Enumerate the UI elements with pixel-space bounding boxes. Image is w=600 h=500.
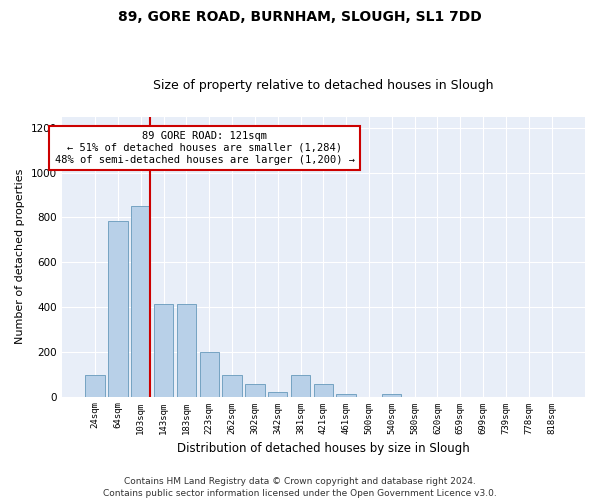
Bar bbox=[154, 304, 173, 396]
Bar bbox=[177, 304, 196, 396]
Bar bbox=[382, 394, 401, 396]
Y-axis label: Number of detached properties: Number of detached properties bbox=[15, 169, 25, 344]
Bar bbox=[245, 384, 265, 396]
X-axis label: Distribution of detached houses by size in Slough: Distribution of detached houses by size … bbox=[177, 442, 470, 455]
Bar bbox=[108, 221, 128, 396]
Bar bbox=[337, 394, 356, 396]
Bar bbox=[200, 352, 219, 397]
Text: 89, GORE ROAD, BURNHAM, SLOUGH, SL1 7DD: 89, GORE ROAD, BURNHAM, SLOUGH, SL1 7DD bbox=[118, 10, 482, 24]
Bar bbox=[268, 392, 287, 396]
Bar bbox=[291, 376, 310, 396]
Text: 89 GORE ROAD: 121sqm
← 51% of detached houses are smaller (1,284)
48% of semi-de: 89 GORE ROAD: 121sqm ← 51% of detached h… bbox=[55, 132, 355, 164]
Bar bbox=[85, 376, 105, 396]
Text: Contains HM Land Registry data © Crown copyright and database right 2024.
Contai: Contains HM Land Registry data © Crown c… bbox=[103, 476, 497, 498]
Title: Size of property relative to detached houses in Slough: Size of property relative to detached ho… bbox=[153, 79, 494, 92]
Bar bbox=[223, 376, 242, 396]
Bar bbox=[131, 206, 151, 396]
Bar bbox=[314, 384, 333, 396]
